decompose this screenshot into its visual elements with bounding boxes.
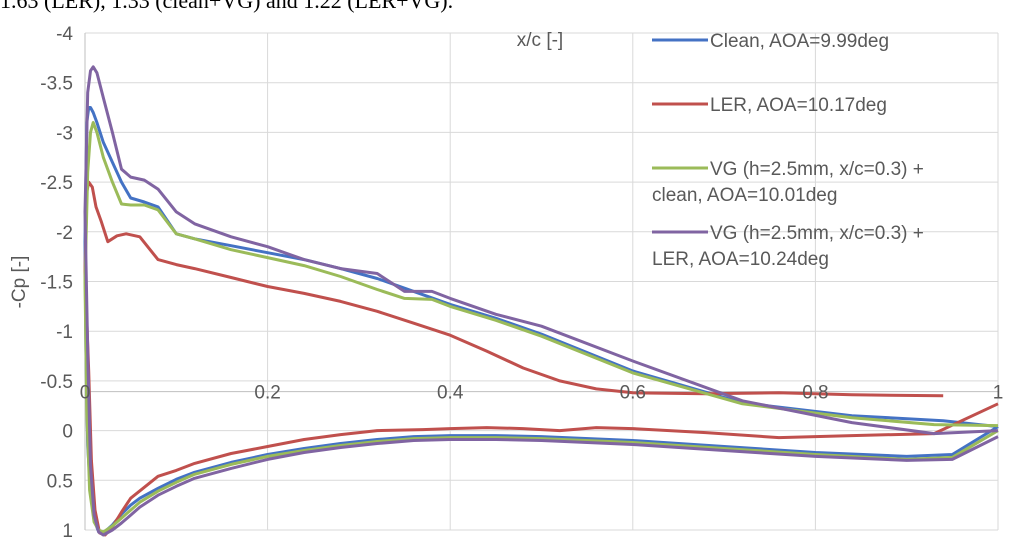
- x-tick-label: 0.4: [437, 383, 464, 404]
- y-tick-label: -3.5: [40, 74, 73, 95]
- x-tick-label: 0.6: [620, 383, 646, 404]
- legend-label-3: VG (h=2.5mm, x/c=0.3) + clean, AOA=10.01d…: [652, 159, 924, 206]
- x-tick-label: 1: [993, 383, 1004, 404]
- legend-label-1: Clean, AOA=9.99deg: [710, 31, 889, 52]
- y-tick-label: -3: [56, 123, 73, 144]
- x-tick-label: 0: [80, 383, 91, 404]
- y-tick-label: 1: [62, 521, 73, 540]
- y-tick-label: -2.5: [40, 173, 73, 194]
- x-tick-label: 0.8: [802, 383, 828, 404]
- legend: Clean, AOA=9.99deg LER, AOA=10.17deg VG (h…: [652, 31, 924, 270]
- series-group: [83, 65, 999, 537]
- caption-fragment: 1.63 (LER), 1.33 (clean+VG) and 1.22 (LE…: [0, 0, 454, 13]
- legend-label-2: LER, AOA=10.17deg: [710, 95, 887, 116]
- y-tick-label: 0: [62, 422, 73, 443]
- y-tick-label: 0.5: [47, 471, 73, 492]
- legend-label-4: VG (h=2.5mm, x/c=0.3) + LER, AOA=10.24deg: [652, 223, 924, 270]
- y-tick-label: -2: [56, 223, 73, 244]
- tick-labels: -4 -3.5 -3 -2.5 -2 -1.5 -1 -0.5 0 0.5 1 0 0.2 0.4 0.6 0…: [40, 24, 1003, 540]
- y-tick-label: -0.5: [40, 372, 73, 393]
- x-tick-label: 0.2: [254, 383, 280, 404]
- y-tick-label: -4: [56, 24, 73, 45]
- x-axis-title: x/c [-]: [517, 30, 563, 51]
- series-line-4: [83, 65, 999, 537]
- y-axis-title: -Cp [-]: [9, 256, 30, 309]
- y-tick-label: -1: [56, 322, 73, 343]
- y-tick-label: -1.5: [40, 273, 73, 294]
